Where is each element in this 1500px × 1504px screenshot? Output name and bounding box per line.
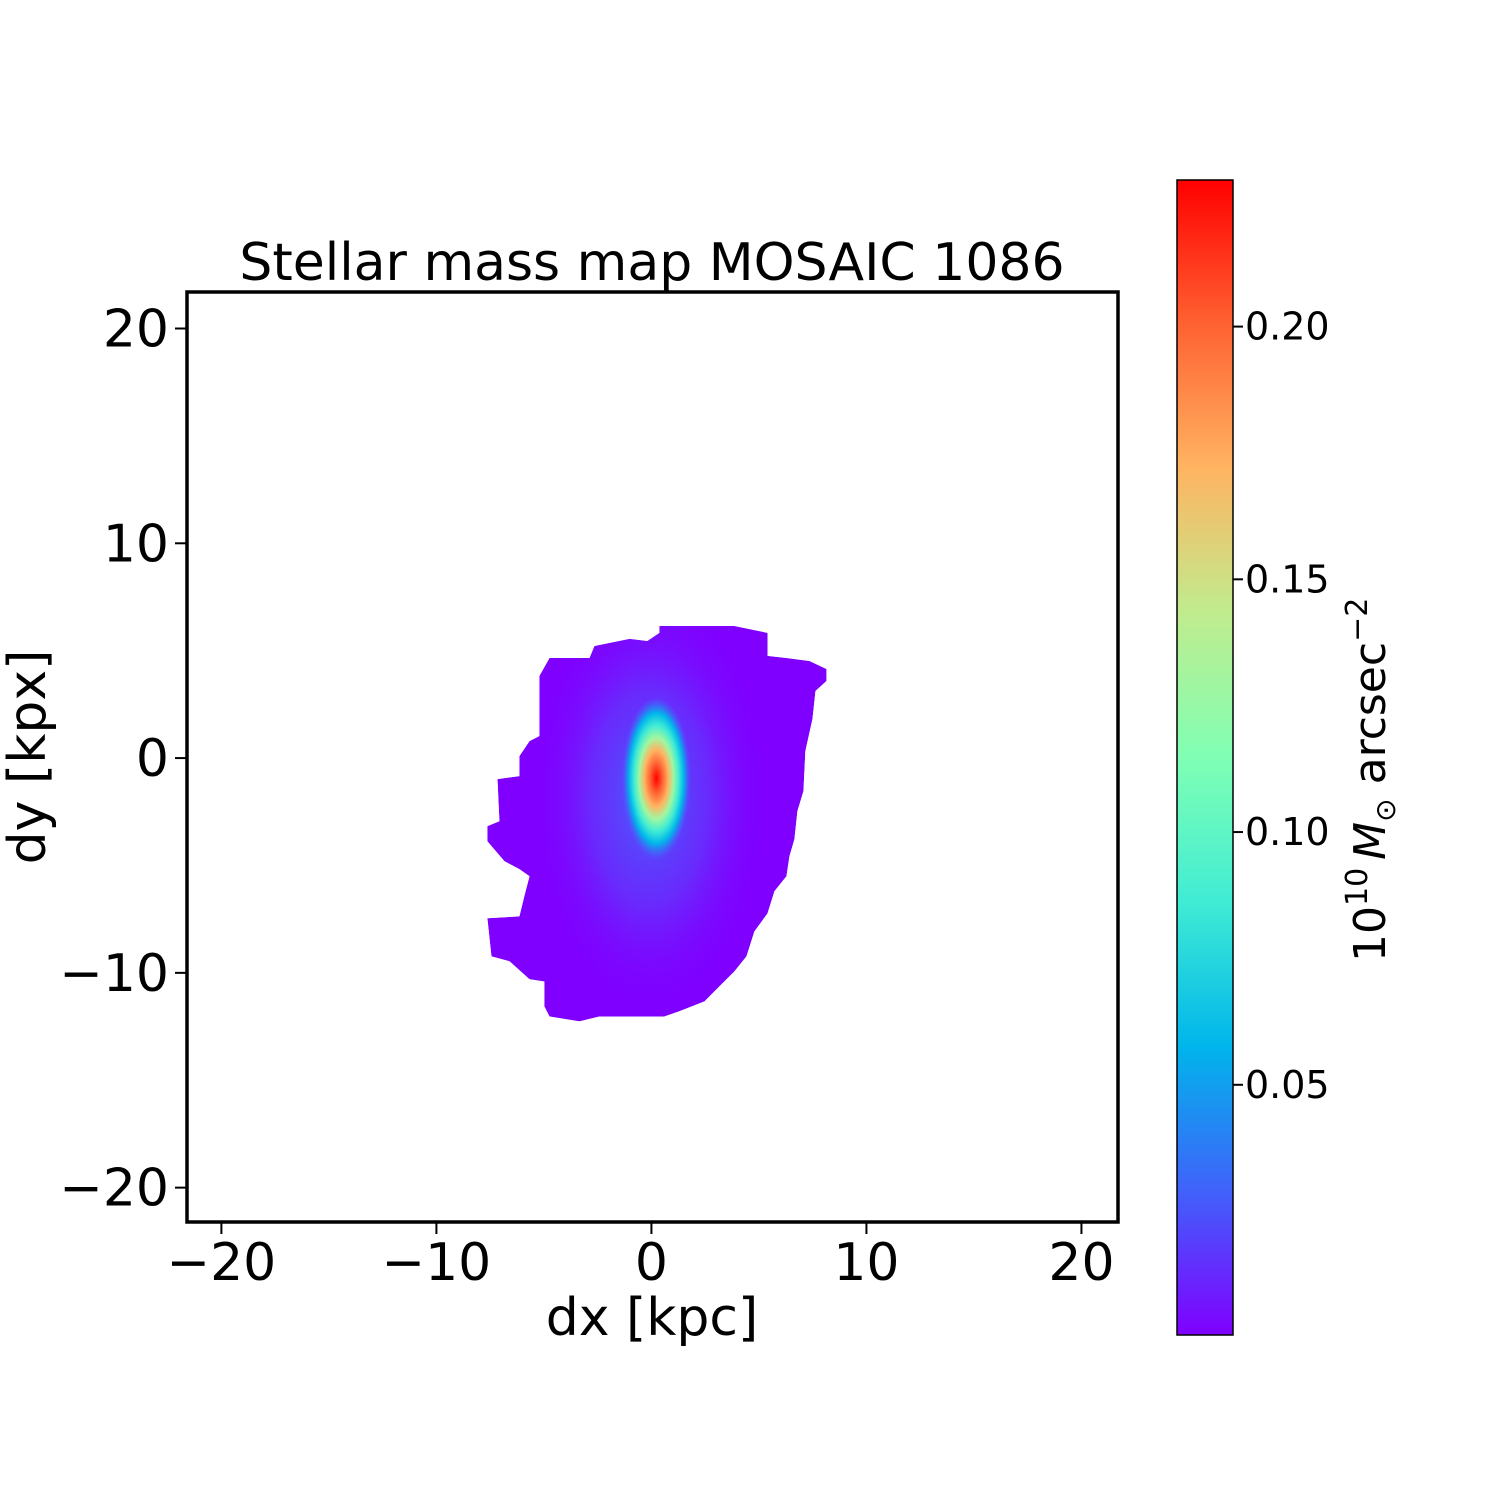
x-tick-label: −20 <box>167 1233 277 1293</box>
y-axis-label: dy [kpx] <box>0 650 58 865</box>
colorbar-tick-label: 0.20 <box>1245 305 1330 349</box>
y-axis-ticks: −20 −10 0 10 20 <box>59 300 187 1219</box>
plot-frame <box>185 290 1120 1224</box>
chart-title: Stellar mass map MOSAIC 1086 <box>239 233 1064 293</box>
y-tick-label: −20 <box>59 1159 169 1219</box>
y-tick-label: 10 <box>103 514 169 574</box>
colorbar <box>1176 179 1234 1336</box>
mass-peak <box>621 696 691 860</box>
x-tick-label: 0 <box>635 1233 668 1293</box>
colorbar-label: 1010M⊙ arcsec−2 <box>1340 598 1402 962</box>
heatmap <box>487 625 827 1022</box>
x-axis-ticks: −20 −10 0 10 20 <box>167 1222 1115 1293</box>
colorbar-ticks: 0.05 0.10 0.15 0.20 <box>1233 305 1330 1107</box>
y-tick-label: −10 <box>59 944 169 1004</box>
colorbar-tick-label: 0.05 <box>1245 1063 1330 1107</box>
colorbar-tick-label: 0.15 <box>1245 557 1330 601</box>
y-tick-label: 20 <box>103 300 169 360</box>
x-tick-label: 10 <box>833 1233 899 1293</box>
x-tick-label: −10 <box>382 1233 492 1293</box>
y-tick-label: 0 <box>136 729 169 789</box>
x-tick-label: 20 <box>1048 1233 1114 1293</box>
colorbar-tick-label: 0.10 <box>1245 810 1330 854</box>
x-axis-label: dx [kpc] <box>546 1288 759 1348</box>
